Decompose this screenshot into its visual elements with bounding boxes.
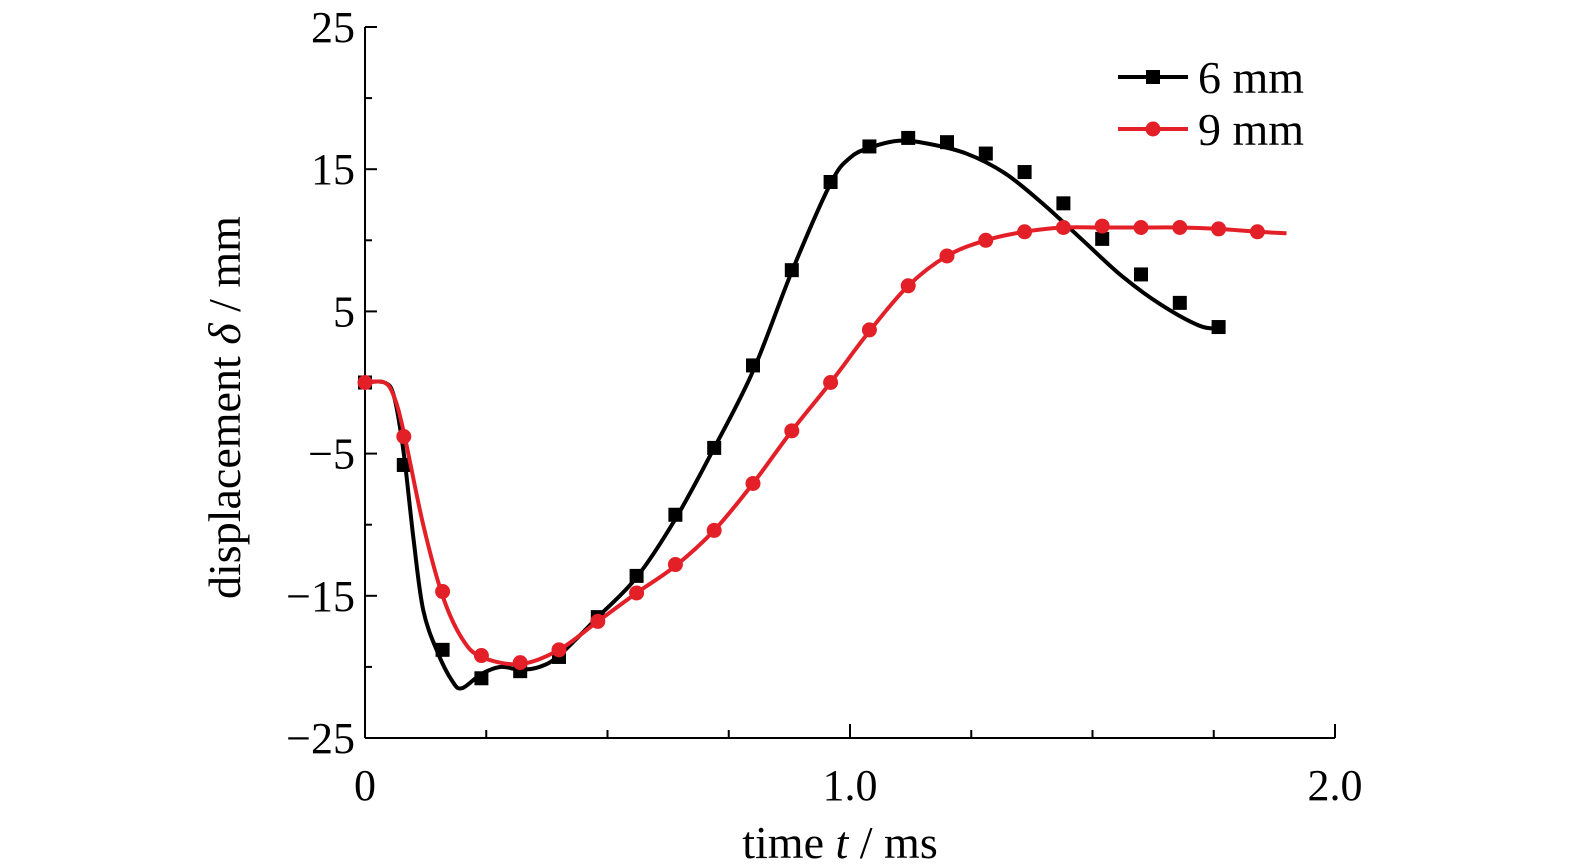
data-point <box>901 130 916 145</box>
data-point <box>435 642 450 657</box>
data-point <box>1172 295 1187 310</box>
data-point <box>1055 220 1071 236</box>
legend-marker <box>1146 70 1160 84</box>
data-point <box>590 613 606 629</box>
data-point <box>861 322 877 338</box>
data-point <box>474 671 489 686</box>
data-point <box>396 457 411 472</box>
legend-item-9mm: 9 mm <box>1118 104 1304 155</box>
x-tick-label: 1.0 <box>823 761 878 810</box>
data-point <box>668 507 683 522</box>
y-tick-label: 15 <box>311 145 355 194</box>
legend-label: 6 mm <box>1198 52 1304 103</box>
data-point <box>357 375 373 390</box>
series-6mm <box>358 130 1226 691</box>
data-point <box>435 584 451 600</box>
legend: 6 mm9 mm <box>1118 52 1304 155</box>
data-point <box>745 475 761 491</box>
data-point <box>900 278 916 294</box>
data-point <box>746 358 760 373</box>
data-point <box>823 174 838 189</box>
data-point <box>706 522 722 538</box>
data-point <box>1056 196 1071 211</box>
data-point <box>1249 224 1265 240</box>
ticks: −25 −15 −5 5 15 25 0 1.0 2.0 <box>286 3 1362 810</box>
data-point <box>396 429 412 445</box>
data-point <box>978 146 993 161</box>
data-point <box>1134 267 1148 282</box>
data-point <box>1017 165 1032 180</box>
series-9mm <box>357 218 1287 671</box>
y-axis-title: displacement δ / mm <box>199 216 250 599</box>
data-point <box>1211 221 1227 237</box>
y-tick-label: 5 <box>333 287 355 336</box>
series-line-9mm <box>364 225 1287 667</box>
y-tick-label: 25 <box>311 3 355 52</box>
data-point <box>978 232 994 248</box>
data-point <box>1095 231 1110 246</box>
x-tick-label: 2.0 <box>1308 761 1363 810</box>
data-point <box>784 423 800 439</box>
data-point <box>1172 220 1188 236</box>
data-point <box>1133 220 1149 236</box>
x-tick-label: 0 <box>354 761 376 810</box>
axes <box>364 27 1335 739</box>
data-point <box>629 568 644 583</box>
series <box>357 130 1287 691</box>
data-point <box>823 375 839 390</box>
data-point <box>862 139 877 154</box>
data-point <box>1094 218 1110 234</box>
x-axis-title: time t / ms <box>742 817 938 868</box>
y-tick-label: −5 <box>308 430 355 479</box>
data-point <box>667 557 683 573</box>
data-point <box>551 642 567 658</box>
data-point <box>1017 224 1033 240</box>
y-tick-label: −25 <box>286 714 355 763</box>
data-point <box>784 263 799 278</box>
data-point <box>473 648 489 664</box>
legend-marker <box>1145 121 1161 137</box>
data-point <box>940 135 954 150</box>
data-point <box>629 585 645 601</box>
data-point <box>512 655 528 671</box>
legend-item-6mm: 6 mm <box>1118 52 1304 103</box>
y-tick-label: −15 <box>286 572 355 621</box>
data-point <box>939 248 955 264</box>
data-point <box>1211 320 1226 335</box>
legend-label: 9 mm <box>1198 104 1304 155</box>
series-line-6mm <box>364 138 1219 691</box>
data-point <box>707 440 722 455</box>
